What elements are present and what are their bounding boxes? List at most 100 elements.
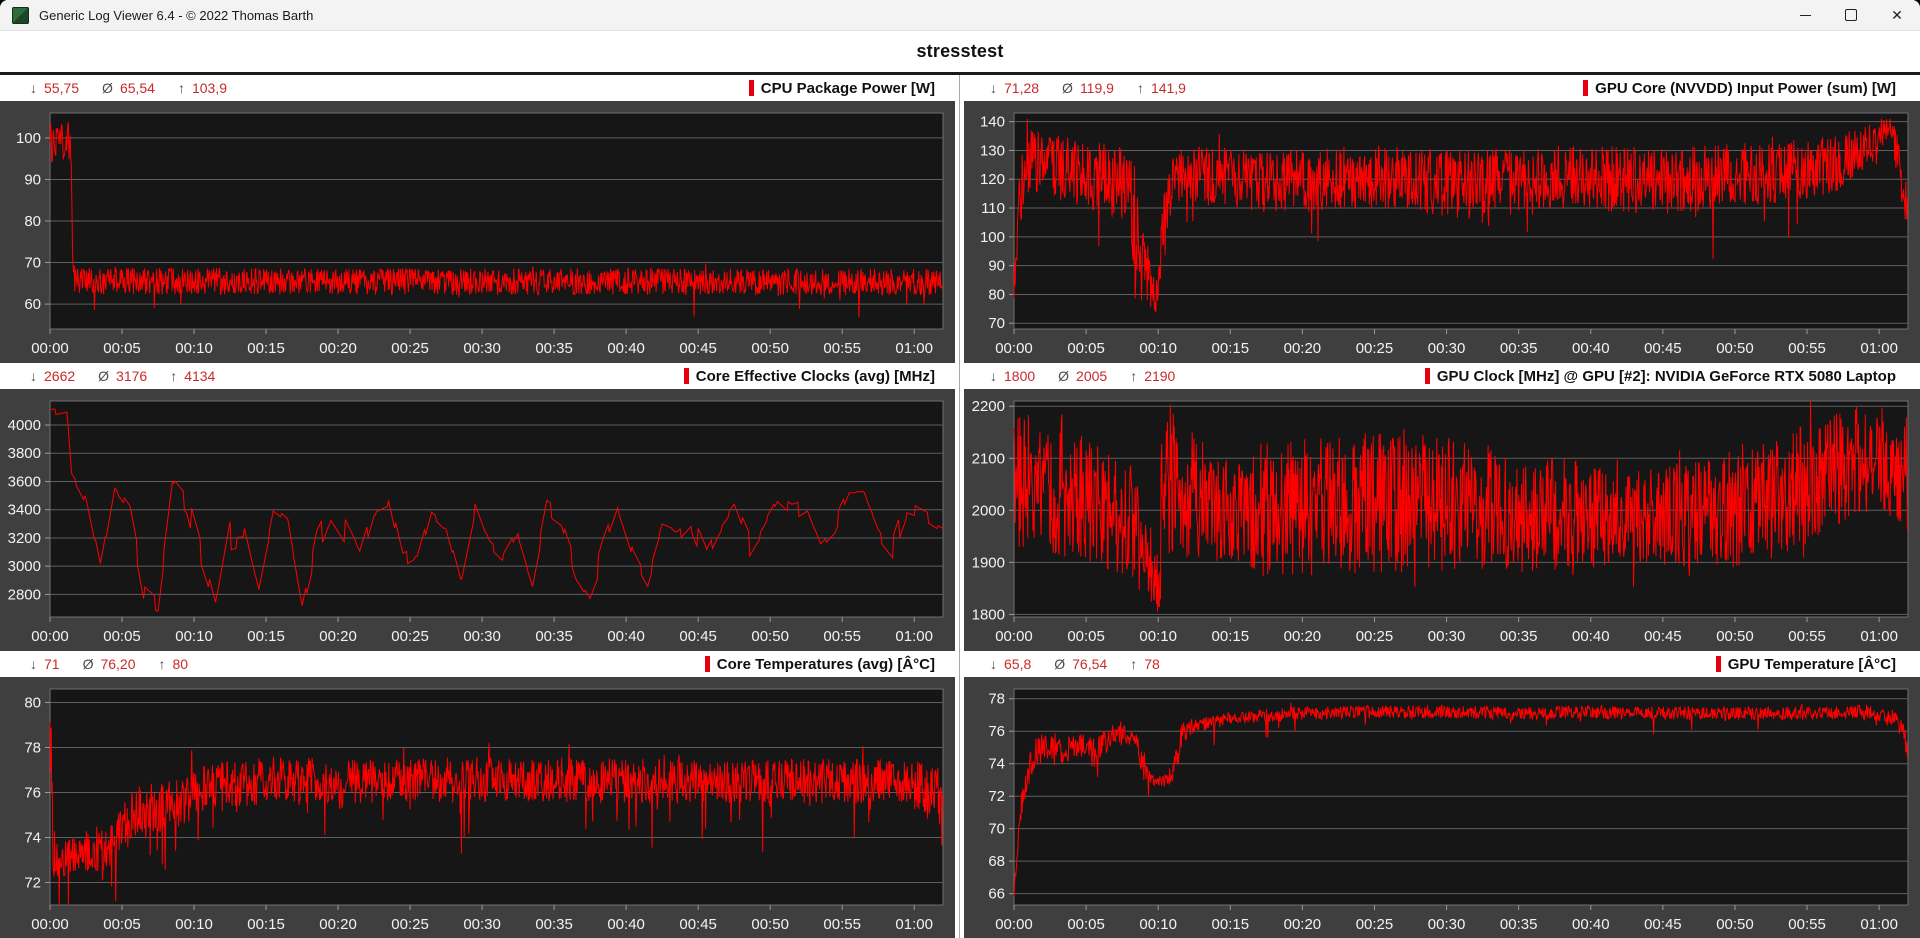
svg-text:2000: 2000 — [972, 502, 1005, 519]
chart-svg[interactable]: 80 78 76 74 72 00:00 00:05 00:10 00:15 00:20 00:25… — [0, 677, 955, 938]
svg-text:00:50: 00:50 — [1716, 628, 1754, 645]
svg-text:00:55: 00:55 — [823, 340, 861, 357]
close-button[interactable]: ✕ — [1874, 0, 1920, 30]
average-icon: Ø — [1054, 656, 1066, 672]
svg-text:80: 80 — [24, 213, 41, 230]
max-arrow-icon: ↑ — [158, 656, 166, 672]
average-icon: Ø — [1062, 80, 1073, 96]
svg-text:00:20: 00:20 — [319, 628, 357, 645]
chart-title: CPU Package Power [W] — [748, 80, 959, 97]
avg-value: 119,9 — [1079, 80, 1114, 96]
window-title: Generic Log Viewer 6.4 - © 2022 Thomas B… — [39, 7, 314, 23]
svg-text:72: 72 — [988, 788, 1005, 805]
svg-text:00:15: 00:15 — [247, 340, 285, 357]
svg-text:00:40: 00:40 — [1572, 340, 1610, 357]
svg-text:00:20: 00:20 — [319, 340, 357, 357]
chart-panel-0: ↓ 55,75 Ø 65,54 ↑ 103,9 CPU Package Powe… — [0, 75, 959, 363]
svg-text:01:00: 01:00 — [895, 340, 933, 357]
chart-plot-area[interactable]: 80 78 76 74 72 00:00 00:05 00:10 00:15 00:20 00:25… — [0, 677, 955, 938]
min-value: 1800 — [1004, 368, 1036, 384]
svg-text:78: 78 — [24, 740, 41, 757]
svg-text:00:25: 00:25 — [1356, 340, 1394, 357]
chart-svg[interactable]: 4000 3800 3600 3400 3200 3000 2800 00:00 00:05 00… — [0, 389, 955, 651]
max-arrow-icon: ↑ — [1130, 368, 1138, 384]
min-value: 55,75 — [44, 80, 80, 96]
chart-panel-1: ↓ 71,28 Ø 119,9 ↑ 141,9 GPU Core (NVVDD)… — [960, 75, 1920, 363]
maximize-button[interactable] — [1828, 0, 1874, 30]
series-color-marker — [1583, 80, 1589, 96]
svg-text:00:40: 00:40 — [1572, 628, 1610, 645]
svg-text:2100: 2100 — [972, 450, 1005, 467]
svg-text:00:40: 00:40 — [607, 916, 645, 933]
svg-text:00:45: 00:45 — [679, 628, 717, 645]
average-icon: Ø — [1058, 368, 1070, 384]
svg-text:00:55: 00:55 — [1788, 916, 1826, 933]
max-arrow-icon: ↑ — [1130, 656, 1138, 672]
svg-text:68: 68 — [988, 853, 1005, 870]
svg-text:00:45: 00:45 — [679, 916, 717, 933]
max-value: 2190 — [1144, 368, 1176, 384]
chart-plot-area[interactable]: 78 76 74 72 70 68 66 00:00 00:05 00:10 00:15 00:20 0… — [964, 677, 1920, 938]
svg-text:00:10: 00:10 — [1139, 916, 1177, 933]
svg-text:74: 74 — [988, 756, 1005, 773]
svg-text:00:10: 00:10 — [1139, 628, 1177, 645]
svg-text:00:45: 00:45 — [1644, 628, 1682, 645]
svg-text:00:00: 00:00 — [31, 916, 69, 933]
chart-panel-3: ↓ 1800 Ø 2005 ↑ 2190 GPU Clock [MHz] @ G… — [960, 363, 1920, 651]
chart-title-text: GPU Temperature [Â°C] — [1727, 655, 1896, 673]
svg-text:00:25: 00:25 — [391, 628, 429, 645]
chart-plot-area[interactable]: 2200 2100 2000 1900 1800 00:00 00:05 00:10 00:15… — [964, 389, 1920, 651]
svg-text:00:00: 00:00 — [31, 628, 69, 645]
chart-svg[interactable]: 2200 2100 2000 1900 1800 00:00 00:05 00:10 00:15… — [964, 389, 1920, 651]
minimize-icon — [1799, 14, 1811, 16]
svg-text:70: 70 — [24, 255, 41, 272]
series-color-marker — [683, 368, 689, 384]
svg-text:00:50: 00:50 — [751, 916, 789, 933]
svg-text:3800: 3800 — [8, 445, 41, 462]
avg-value: 76,54 — [1072, 656, 1108, 672]
max-value: 80 — [172, 656, 189, 672]
chart-plot-area[interactable]: 140 130 120 110 100 90 80 70 00:00 00:05 00:10 00:1… — [964, 101, 1920, 363]
svg-text:00:30: 00:30 — [463, 340, 501, 357]
svg-text:00:45: 00:45 — [1644, 916, 1682, 933]
svg-text:00:35: 00:35 — [1500, 916, 1538, 933]
minimize-button[interactable] — [1782, 0, 1828, 30]
series-color-marker — [1424, 368, 1430, 384]
svg-text:01:00: 01:00 — [1860, 916, 1898, 933]
chart-plot-area[interactable]: 100 90 80 70 60 00:00 00:05 00:10 00:15 00:20 00:2… — [0, 101, 955, 363]
app-icon — [12, 6, 29, 24]
chart-svg[interactable]: 78 76 74 72 70 68 66 00:00 00:05 00:10 00:15 00:20 0… — [964, 677, 1920, 938]
page-title: stresstest — [916, 41, 1004, 61]
chart-panel-2: ↓ 2662 Ø 3176 ↑ 4134 Core Effective Cloc… — [0, 363, 959, 651]
chart-stats-row: ↓ 71,28 Ø 119,9 ↑ 141,9 GPU Core (NVVDD)… — [960, 75, 1920, 101]
max-arrow-icon: ↑ — [170, 368, 178, 384]
svg-text:76: 76 — [988, 723, 1005, 740]
svg-text:2200: 2200 — [972, 398, 1005, 415]
svg-text:100: 100 — [16, 130, 41, 147]
svg-text:00:05: 00:05 — [103, 628, 141, 645]
svg-text:00:50: 00:50 — [1716, 340, 1754, 357]
svg-text:00:20: 00:20 — [1284, 628, 1322, 645]
min-value: 71 — [44, 656, 60, 672]
min-value: 71,28 — [1004, 80, 1040, 96]
chart-plot-area[interactable]: 4000 3800 3600 3400 3200 3000 2800 00:00 00:05 00… — [0, 389, 955, 651]
chart-svg[interactable]: 100 90 80 70 60 00:00 00:05 00:10 00:15 00:20 00:2… — [0, 101, 955, 363]
charts-grid: ↓ 55,75 Ø 65,54 ↑ 103,9 CPU Package Powe… — [0, 75, 1920, 938]
svg-text:01:00: 01:00 — [895, 628, 933, 645]
svg-text:76: 76 — [24, 785, 41, 802]
svg-text:00:30: 00:30 — [1428, 916, 1466, 933]
chart-title: GPU Core (NVVDD) Input Power (sum) [W] — [1583, 80, 1920, 97]
chart-svg[interactable]: 140 130 120 110 100 90 80 70 00:00 00:05 00:10 00:1… — [964, 101, 1920, 363]
svg-text:01:00: 01:00 — [895, 916, 933, 933]
chart-panel-5: ↓ 65,8 Ø 76,54 ↑ 78 GPU Temperature [Â°C… — [960, 651, 1920, 938]
svg-text:00:25: 00:25 — [391, 916, 429, 933]
max-value: 4134 — [184, 368, 216, 384]
svg-text:00:50: 00:50 — [751, 628, 789, 645]
svg-text:00:00: 00:00 — [995, 340, 1033, 357]
svg-text:01:00: 01:00 — [1860, 340, 1898, 357]
svg-text:00:30: 00:30 — [463, 628, 501, 645]
svg-text:00:55: 00:55 — [823, 628, 861, 645]
svg-text:00:35: 00:35 — [1500, 340, 1538, 357]
svg-text:90: 90 — [24, 171, 41, 188]
